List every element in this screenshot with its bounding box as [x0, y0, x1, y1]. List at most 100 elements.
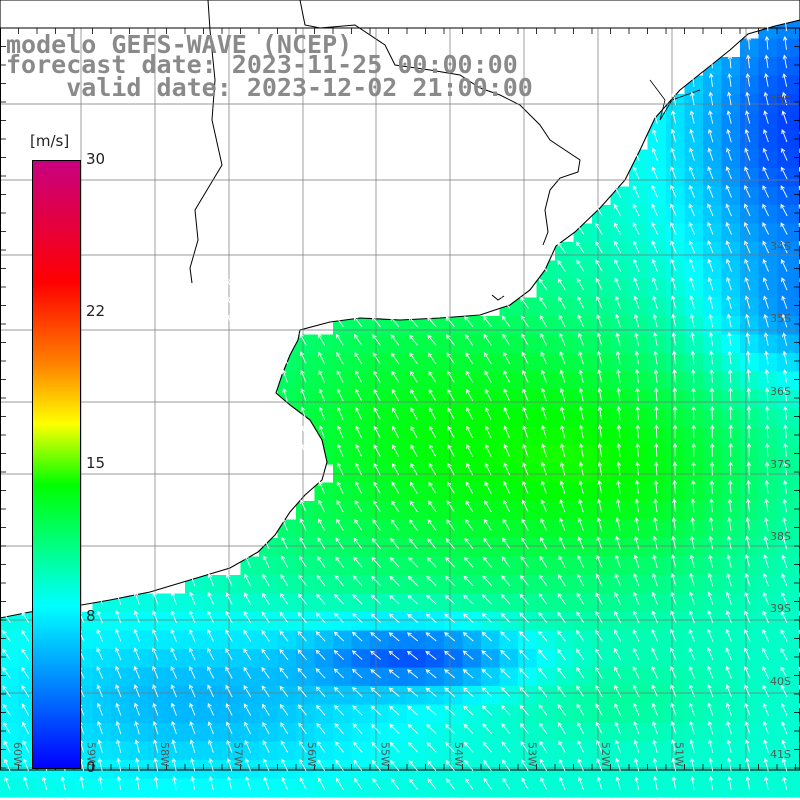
wind-arrow: [502, 351, 511, 365]
wind-arrow: [21, 610, 30, 624]
wind-arrow: [541, 461, 547, 476]
wind-arrow: [744, 739, 751, 753]
wind-arrow: [689, 535, 695, 550]
wind-arrow: [597, 442, 603, 457]
wind-arrow: [728, 387, 733, 402]
wind-arrow: [746, 405, 752, 420]
wind-arrow: [707, 591, 714, 605]
wind-arrow: [538, 574, 548, 587]
wind-arrow: [503, 480, 511, 494]
wind-arrow: [781, 573, 788, 587]
wind-arrow: [540, 333, 548, 346]
wind-arrow: [79, 776, 85, 790]
wind-arrow: [540, 369, 547, 383]
wind-arrow: [559, 461, 566, 476]
wind-arrow: [391, 388, 400, 402]
wind-arrow: [558, 740, 566, 753]
wind-arrow: [689, 147, 695, 161]
wind-arrow: [446, 519, 455, 531]
wind-arrow: [280, 740, 289, 753]
wind-arrow: [225, 666, 233, 679]
wind-arrow: [409, 500, 418, 513]
wind-arrow: [746, 368, 751, 383]
wind-arrow: [445, 741, 455, 753]
wind-arrow: [596, 757, 603, 772]
wind-arrow: [727, 350, 733, 365]
wind-arrow: [334, 593, 344, 605]
wind-arrow: [171, 739, 177, 753]
wind-arrow: [672, 498, 677, 513]
wind-arrow: [373, 481, 381, 494]
wind-arrow: [577, 776, 584, 790]
longitude-label: 58W: [158, 742, 171, 767]
wind-arrow: [614, 739, 621, 753]
wind-arrow: [596, 295, 603, 309]
wind-arrow: [389, 556, 400, 568]
wind-arrow: [444, 723, 456, 735]
wind-arrow: [462, 613, 474, 623]
wind-arrow: [616, 368, 621, 383]
wind-arrow: [152, 702, 159, 716]
wind-arrow: [22, 721, 30, 735]
wind-arrow: [690, 91, 695, 106]
wind-arrow: [333, 686, 345, 698]
wind-arrow: [407, 705, 419, 716]
wind-arrow: [781, 129, 788, 143]
wind-arrow: [578, 424, 584, 439]
wind-arrow: [707, 720, 714, 735]
wind-arrow: [133, 628, 140, 642]
wind-arrow: [447, 388, 455, 402]
wind-arrow: [519, 649, 529, 661]
wind-arrow: [522, 425, 529, 439]
wind-arrow: [318, 369, 326, 383]
wind-arrow: [707, 184, 714, 198]
wind-arrow: [633, 313, 640, 328]
wind-arrow: [744, 166, 751, 180]
wind-arrow: [595, 610, 603, 624]
wind-arrow: [725, 184, 732, 198]
wind-arrow: [670, 221, 677, 235]
wind-arrow: [727, 368, 733, 383]
wind-arrow: [578, 406, 584, 420]
wind-arrow: [225, 629, 233, 642]
wind-arrow: [632, 258, 640, 272]
wind-arrow: [559, 776, 566, 790]
wind-arrow: [407, 575, 419, 587]
wind-arrow: [226, 776, 233, 790]
wind-arrow: [632, 629, 640, 642]
wind-arrow: [726, 110, 732, 124]
wind-arrow: [726, 739, 732, 753]
wind-arrow: [613, 203, 622, 217]
wind-arrow: [762, 277, 769, 291]
wind-arrow: [522, 480, 529, 494]
wind-arrow: [671, 516, 677, 531]
wind-arrow: [152, 665, 159, 679]
wind-speed-cell: [795, 593, 800, 613]
wind-arrow: [782, 479, 788, 494]
wind-arrow: [409, 370, 418, 383]
wind-arrow: [298, 740, 307, 753]
wind-arrow: [671, 757, 677, 772]
wind-arrow: [407, 687, 419, 697]
wind-arrow: [226, 739, 233, 753]
wind-arrow: [537, 649, 548, 661]
wind-arrow: [96, 591, 103, 605]
wind-arrow: [408, 557, 418, 568]
wind-arrow: [763, 110, 769, 124]
wind-arrow: [763, 554, 769, 568]
wind-arrow: [709, 442, 715, 457]
wind-arrow: [634, 535, 640, 550]
wind-arrow: [670, 702, 677, 716]
wind-arrow: [672, 479, 678, 494]
wind-speed-cell: [795, 556, 800, 576]
wind-arrow: [781, 554, 788, 568]
wind-arrow: [746, 442, 752, 457]
wind-arrow: [781, 313, 788, 328]
wind-arrow: [780, 666, 788, 679]
wind-arrow: [781, 295, 788, 309]
wind-arrow: [522, 406, 529, 420]
wind-arrow: [744, 702, 751, 716]
wind-arrow: [373, 444, 381, 457]
wind-arrow: [316, 555, 326, 568]
wind-arrow: [408, 334, 418, 346]
